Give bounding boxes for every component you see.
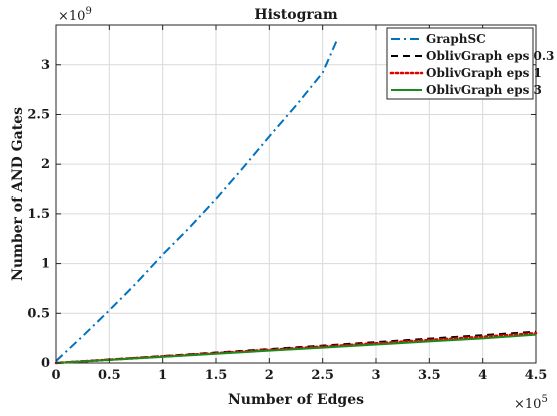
x-tick-label: 3.5 bbox=[418, 368, 441, 383]
series-group bbox=[54, 40, 538, 365]
series-line-3 bbox=[55, 333, 537, 364]
tick-labels: 0 0.5 1 1.5 2 2.5 3 3.5 4 4.5 0 0.5 1 1.5 2 2.5 3 bbox=[27, 58, 547, 383]
chart-title: Histogram bbox=[254, 7, 337, 23]
x-multiplier: ×105 bbox=[514, 394, 548, 412]
x-axis-label: Number of Edges bbox=[228, 392, 364, 408]
ticks bbox=[55, 25, 537, 364]
x-tick-label: 1.5 bbox=[205, 368, 228, 383]
x-tick-label: 2 bbox=[265, 368, 274, 383]
x-tick-label: 0.5 bbox=[98, 368, 121, 383]
y-multiplier-exp: 9 bbox=[85, 6, 91, 17]
y-multiplier-base: ×10 bbox=[58, 9, 85, 24]
y-tick-label: 0.5 bbox=[27, 306, 50, 321]
y-axis-label: Number of AND Gates bbox=[10, 107, 26, 281]
legend-label-0: GraphSC bbox=[426, 32, 486, 46]
x-tick-label: 0 bbox=[51, 368, 60, 383]
y-tick-label: 2.5 bbox=[27, 107, 50, 122]
y-tick-label: 1 bbox=[41, 257, 50, 272]
y-tick-label: 0 bbox=[41, 356, 50, 371]
legend-label-3: OblivGraph eps 3 bbox=[426, 83, 542, 97]
legend-label-1: OblivGraph eps 0.3 bbox=[426, 49, 554, 63]
legend: GraphSC OblivGraph eps 0.3 OblivGraph eps … bbox=[386, 27, 554, 100]
x-multiplier-base: ×10 bbox=[514, 397, 541, 412]
y-tick-label: 2 bbox=[41, 157, 50, 172]
plot-area bbox=[55, 24, 537, 364]
legend-label-2: OblivGraph eps 1 bbox=[426, 66, 542, 80]
x-tick-label: 4.5 bbox=[525, 368, 548, 383]
x-tick-label: 3 bbox=[371, 368, 380, 383]
x-tick-label: 4 bbox=[478, 368, 487, 383]
y-tick-label: 1.5 bbox=[27, 207, 50, 222]
y-tick-label: 3 bbox=[41, 58, 50, 73]
y-multiplier: ×109 bbox=[58, 6, 92, 24]
x-tick-label: 2.5 bbox=[311, 368, 334, 383]
x-multiplier-exp: 5 bbox=[541, 394, 547, 405]
x-tick-label: 1 bbox=[158, 368, 167, 383]
